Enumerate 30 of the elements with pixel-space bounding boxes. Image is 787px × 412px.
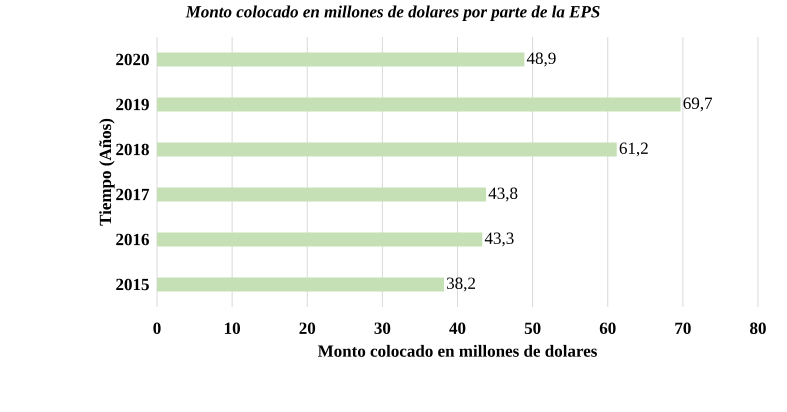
x-axis-title: Monto colocado en millones de dolares [318, 344, 597, 357]
bar [157, 232, 482, 246]
x-tick-label: 0 [153, 322, 161, 334]
y-tick-label: 2017 [116, 188, 150, 200]
x-tick-label: 70 [675, 322, 691, 334]
data-label: 38,2 [446, 278, 475, 292]
bar [157, 277, 444, 292]
y-tick-label: 2015 [116, 278, 149, 290]
x-tick-label: 80 [750, 322, 766, 334]
x-tick-label: 20 [299, 322, 316, 334]
bar [157, 52, 524, 66]
x-tick-label: 10 [224, 322, 240, 334]
x-tick-label: 30 [374, 322, 390, 334]
bar [157, 187, 486, 202]
y-tick-label: 2016 [116, 234, 149, 246]
y-tick-label: 2019 [116, 98, 149, 110]
data-label: 69,7 [684, 98, 712, 112]
data-label: 48,9 [526, 52, 556, 66]
y-tick-label: 2018 [116, 144, 149, 156]
y-tick-label: 2020 [116, 54, 149, 66]
chart-title: Monto colocado en millones de dolares por parte de la EPS [185, 6, 600, 21]
data-label: 43,3 [484, 232, 514, 246]
x-tick-label: 50 [524, 322, 540, 334]
data-label: 43,8 [488, 188, 518, 202]
bar [157, 97, 681, 112]
x-tick-label: 60 [600, 322, 616, 334]
x-tick-label: 40 [449, 322, 466, 334]
y-axis-title: Tiempo (Años) [99, 118, 115, 226]
data-label: 61,2 [620, 142, 648, 156]
bar [157, 142, 617, 156]
